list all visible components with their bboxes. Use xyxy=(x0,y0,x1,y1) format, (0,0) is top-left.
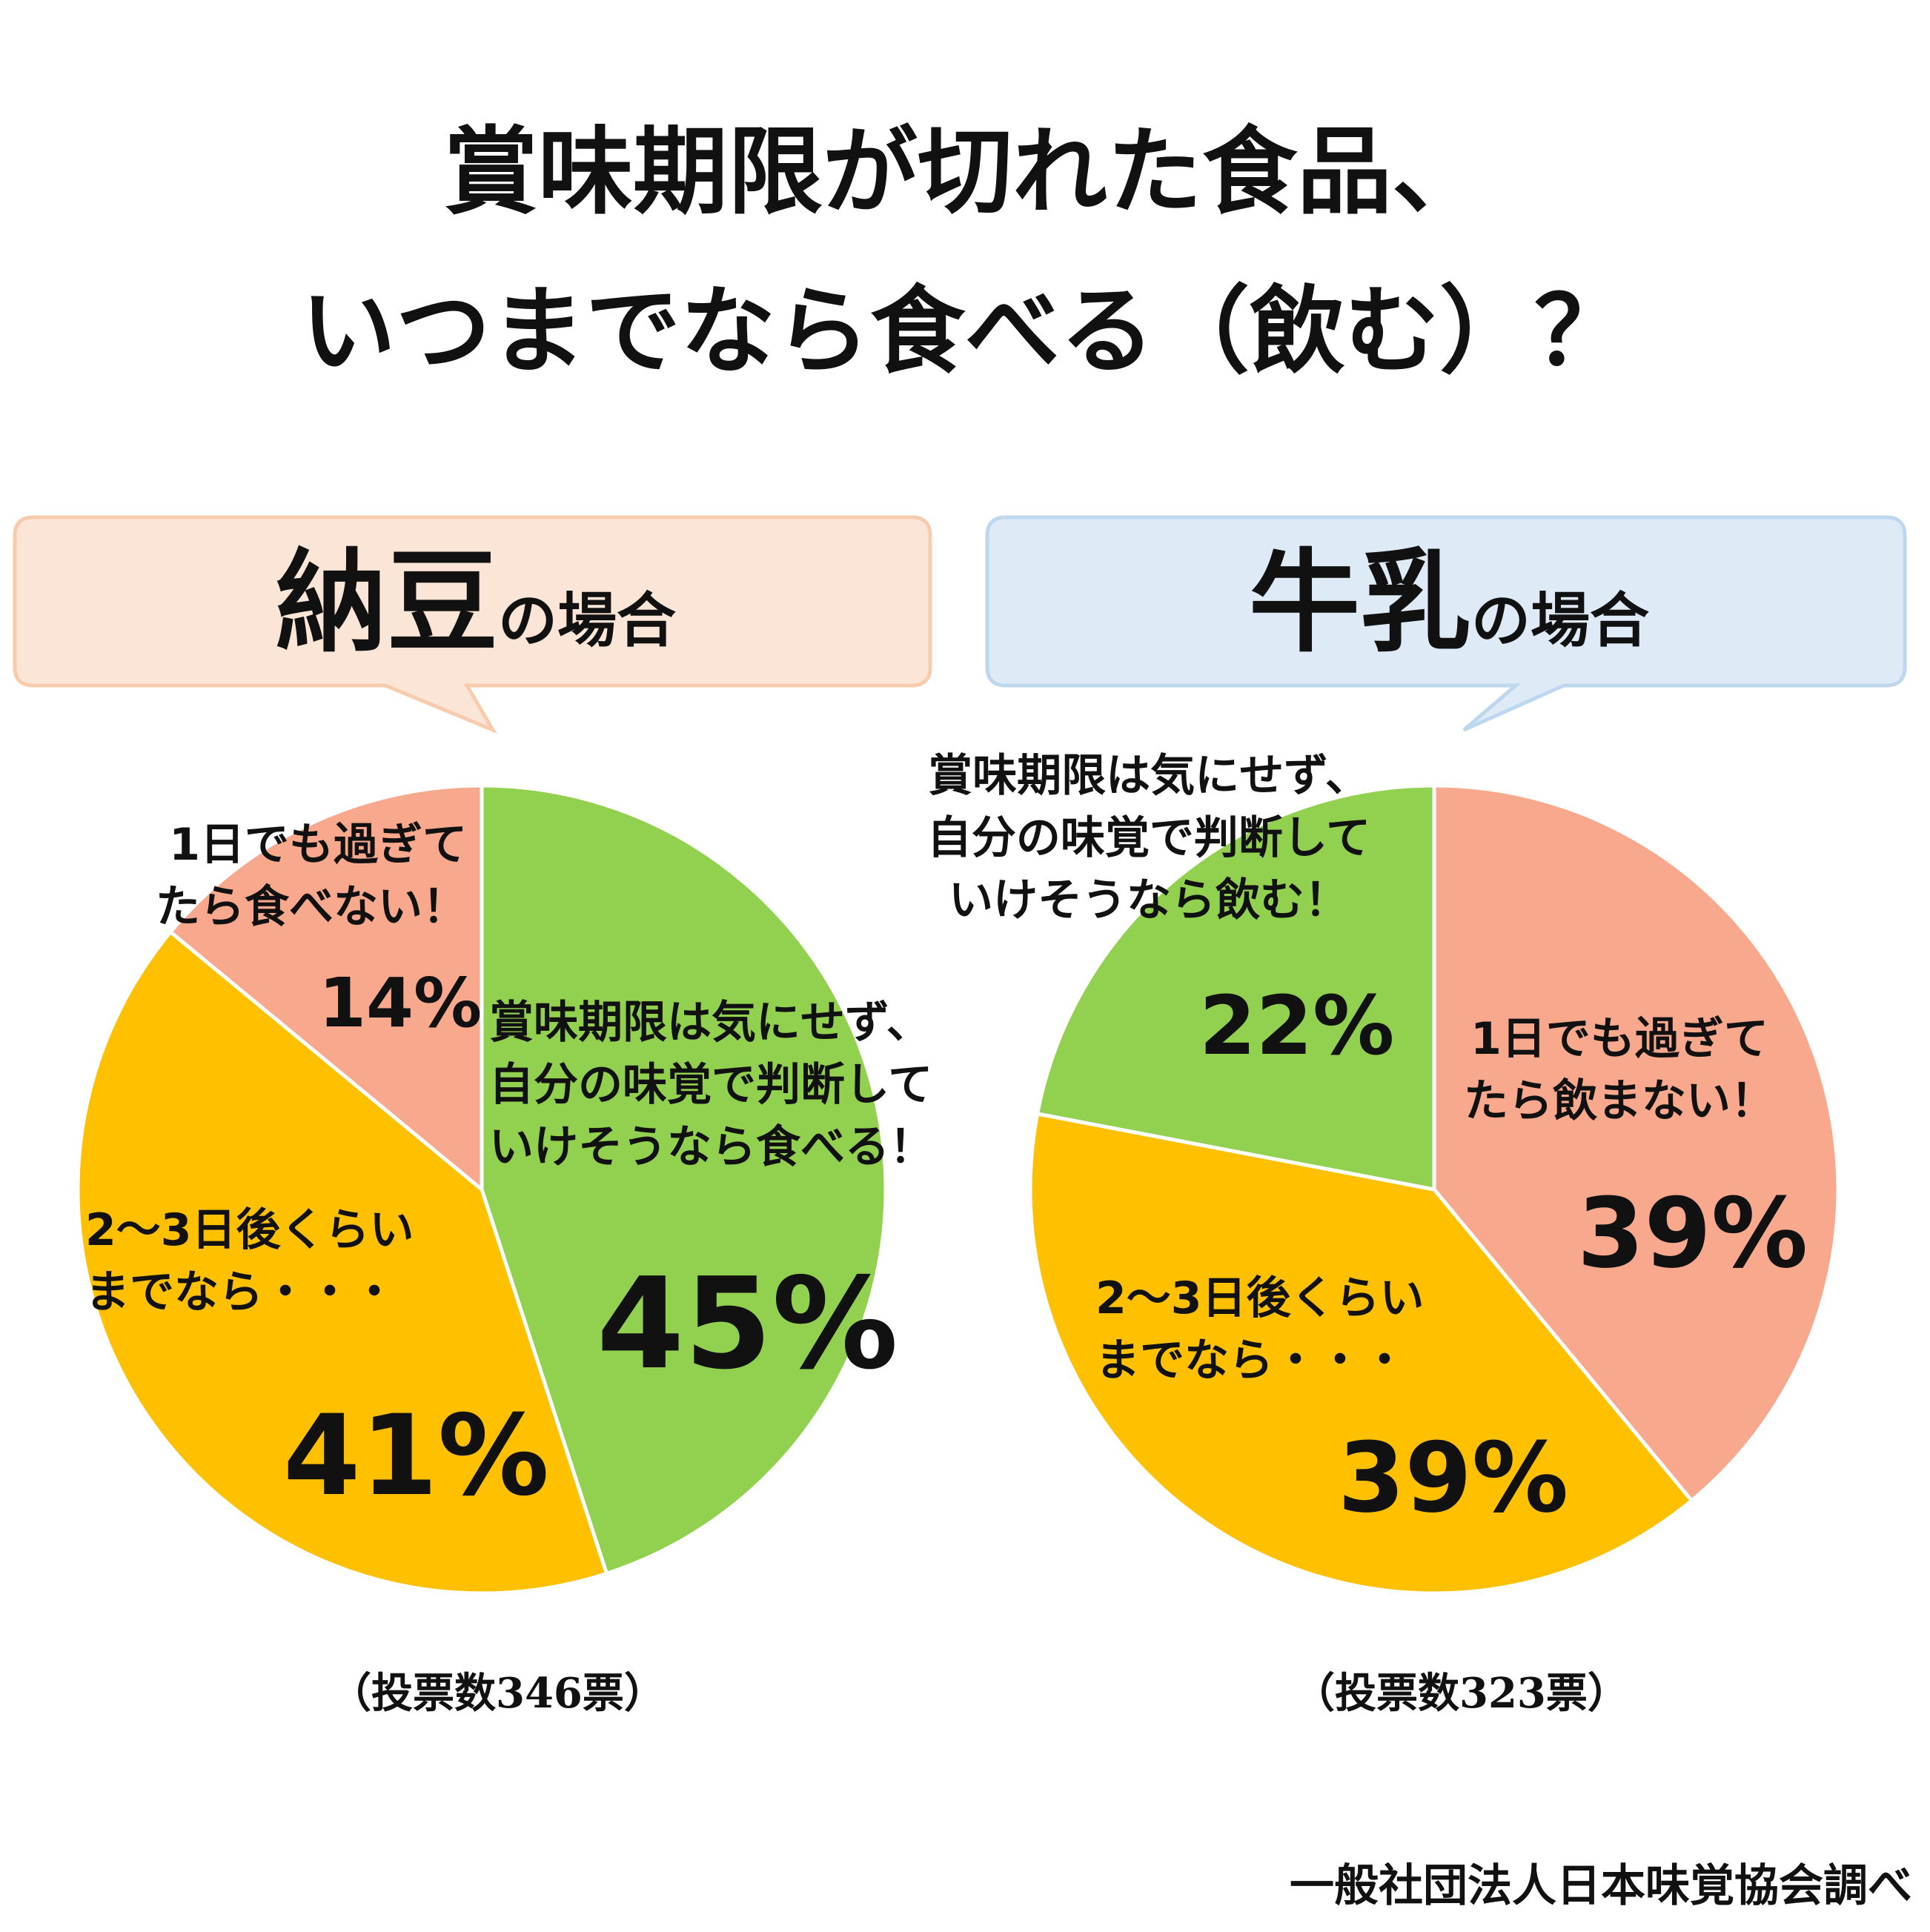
natto-slice-label-2: 2〜3日後くらい までなら・・・ xyxy=(85,1199,414,1324)
title-line-1: 賞味期限が切れた食品、 xyxy=(442,117,1487,228)
label-line: 自分の味覚で判断して xyxy=(926,812,1371,864)
natto-pie xyxy=(76,783,888,1596)
natto-slice-3 xyxy=(168,783,484,1194)
source-credit: 一般社団法人日本味覚協会調べ xyxy=(1290,1860,1912,1912)
label-line: 自分の味覚で判断して xyxy=(489,1059,933,1111)
natto-heading-suffix: の場合 xyxy=(498,586,676,655)
milk-heading: 牛乳の場合 xyxy=(1249,539,1649,668)
heading-bubbles: 納豆の場合 牛乳の場合 xyxy=(13,515,1907,734)
label-line: 賞味期限は気にせず、 xyxy=(489,997,931,1049)
milk-slice-3 xyxy=(1035,783,1436,1192)
milk-slice-pct-3: 22% xyxy=(1199,978,1395,1073)
label-line: いけそうなら食べる！ xyxy=(489,1121,934,1173)
milk-slice-label-1: 1日でも過ぎて たら飲まない！ xyxy=(1445,1008,1794,1132)
milk-vote-count: （投票数323票） xyxy=(1293,1669,1629,1718)
natto-slice-pct-3: 14% xyxy=(319,963,482,1043)
milk-pie xyxy=(1028,783,1840,1596)
label-line: 2〜3日後くらい xyxy=(85,1204,414,1256)
milk-slice-label-2: 2〜3日後くらい までなら・・・ xyxy=(1095,1267,1425,1392)
natto-slice-pct-1: 45% xyxy=(597,1251,898,1398)
natto-slice-label-1: 賞味期限は気にせず、 自分の味覚で判断して いけそうなら食べる！ xyxy=(489,992,934,1178)
natto-heading-main: 納豆 xyxy=(276,539,498,668)
label-line: いけそうなら飲む！ xyxy=(949,874,1349,926)
milk-slice-pct-1: 39% xyxy=(1577,1177,1808,1289)
label-line: 1日でも過ぎて xyxy=(169,819,467,871)
natto-slice-1 xyxy=(480,783,888,1576)
label-line: 賞味期限は気にせず、 xyxy=(928,750,1370,802)
label-line: たら食べない！ xyxy=(156,881,467,933)
milk-slice-2 xyxy=(1028,1111,1694,1596)
natto-bubble-shape xyxy=(13,515,932,734)
page-title: 賞味期限が切れた食品、 いつまでなら食べる（飲む）？ xyxy=(0,93,1930,411)
natto-slice-pct-2: 41% xyxy=(283,1392,550,1521)
milk-bubble-shape xyxy=(985,515,1907,732)
title-line-2: いつまでなら食べる（飲む）？ xyxy=(300,276,1629,387)
pie-charts xyxy=(76,783,1840,1596)
natto-slice-label-3: 1日でも過ぎて たら食べない！ xyxy=(96,814,467,938)
milk-heading-main: 牛乳 xyxy=(1249,539,1471,668)
milk-heading-suffix: の場合 xyxy=(1471,586,1649,655)
label-line: までなら・・・ xyxy=(1095,1335,1407,1387)
milk-slice-1 xyxy=(1432,783,1840,1504)
natto-slice-2 xyxy=(76,929,609,1596)
label-line: までなら・・・ xyxy=(85,1267,397,1318)
label-line: たら飲まない！ xyxy=(1464,1075,1775,1127)
milk-slice-pct-2: 39% xyxy=(1338,1421,1569,1534)
natto-vote-count: （投票数346票） xyxy=(330,1669,666,1718)
natto-heading: 納豆の場合 xyxy=(276,539,676,668)
label-line: 1日でも過ぎて xyxy=(1470,1013,1768,1065)
milk-slice-label-3: 賞味期限は気にせず、 自分の味覚で判断して いけそうなら飲む！ xyxy=(882,745,1416,932)
label-line: 2〜3日後くらい xyxy=(1095,1272,1425,1324)
